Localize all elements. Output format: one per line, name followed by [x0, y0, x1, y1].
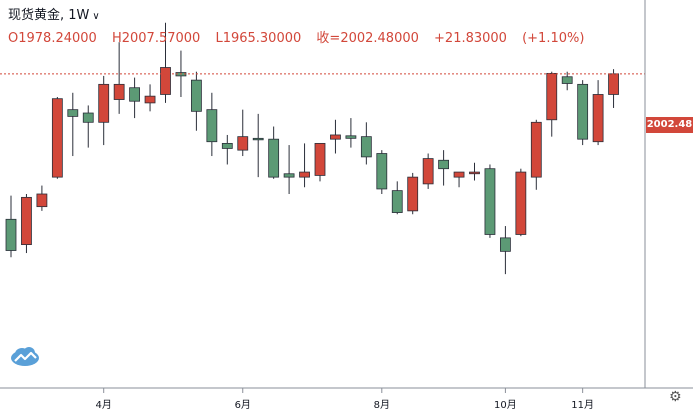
- candle-up[interactable]: [314, 142, 326, 176]
- x-axis-label: 4月: [95, 400, 112, 411]
- interval-label[interactable]: 1W: [68, 8, 90, 23]
- candle-down[interactable]: [206, 109, 218, 143]
- candle-up[interactable]: [299, 171, 310, 178]
- close-value: 收=2002.48000: [316, 31, 419, 46]
- candle-up[interactable]: [237, 136, 249, 151]
- candle-down[interactable]: [376, 153, 388, 190]
- candle-down[interactable]: [283, 173, 295, 178]
- candle-up[interactable]: [453, 171, 465, 178]
- x-axis-label: 10月: [494, 400, 517, 411]
- candle-up[interactable]: [592, 94, 604, 143]
- time-axis-ticks: [103, 388, 584, 393]
- tradingview-cloud-icon[interactable]: [10, 345, 40, 367]
- ohlc-legend: O1978.24000 H2007.57000 L1965.30000 收=20…: [8, 27, 595, 46]
- change-percent: (+1.10%): [522, 31, 585, 46]
- candle-down[interactable]: [129, 87, 141, 102]
- candle-down[interactable]: [561, 76, 573, 84]
- symbol-name[interactable]: 现货黄金: [8, 8, 61, 23]
- candle-down[interactable]: [221, 142, 233, 149]
- candle-down[interactable]: [577, 83, 589, 140]
- candle-up[interactable]: [546, 72, 558, 121]
- candle-up[interactable]: [515, 171, 527, 235]
- candle-down[interactable]: [82, 112, 94, 123]
- chevron-down-icon[interactable]: ∨: [92, 11, 100, 22]
- x-axis-label: 8月: [373, 400, 390, 411]
- x-axis-label: 6月: [234, 400, 251, 411]
- candle-up[interactable]: [51, 98, 63, 178]
- open-value: O1978.24000: [8, 31, 97, 46]
- candle-up[interactable]: [407, 176, 419, 212]
- candle-up[interactable]: [608, 73, 619, 95]
- candle-up[interactable]: [330, 134, 341, 140]
- candles-group: [5, 22, 619, 275]
- candle-down[interactable]: [438, 159, 450, 170]
- candle-up[interactable]: [98, 83, 110, 123]
- gear-icon[interactable]: ⚙: [669, 389, 682, 405]
- candle-up[interactable]: [113, 83, 125, 100]
- candle-down[interactable]: [345, 135, 357, 139]
- candle-down[interactable]: [252, 137, 264, 141]
- candle-down[interactable]: [484, 168, 496, 235]
- candle-up[interactable]: [422, 158, 434, 185]
- candle-up[interactable]: [160, 67, 171, 95]
- candle-up[interactable]: [21, 196, 32, 246]
- candle-down[interactable]: [190, 79, 202, 112]
- low-value: L1965.30000: [215, 31, 302, 46]
- candle-down[interactable]: [268, 138, 280, 178]
- candle-down[interactable]: [360, 136, 372, 158]
- candle-up[interactable]: [144, 95, 156, 104]
- candle-down[interactable]: [5, 218, 17, 251]
- candle-up[interactable]: [530, 121, 542, 178]
- candle-up[interactable]: [36, 193, 48, 208]
- x-axis-label: 11月: [571, 400, 595, 411]
- candle-up[interactable]: [469, 171, 480, 175]
- high-value: H2007.57000: [111, 31, 201, 46]
- candle-down[interactable]: [67, 109, 79, 117]
- candle-down[interactable]: [391, 190, 403, 213]
- change-value: +21.83000: [434, 31, 507, 46]
- symbol-header[interactable]: 现货黄金, 1W ∨: [8, 8, 100, 23]
- last-price-label: 2002.48: [646, 117, 693, 133]
- candle-down[interactable]: [499, 237, 511, 252]
